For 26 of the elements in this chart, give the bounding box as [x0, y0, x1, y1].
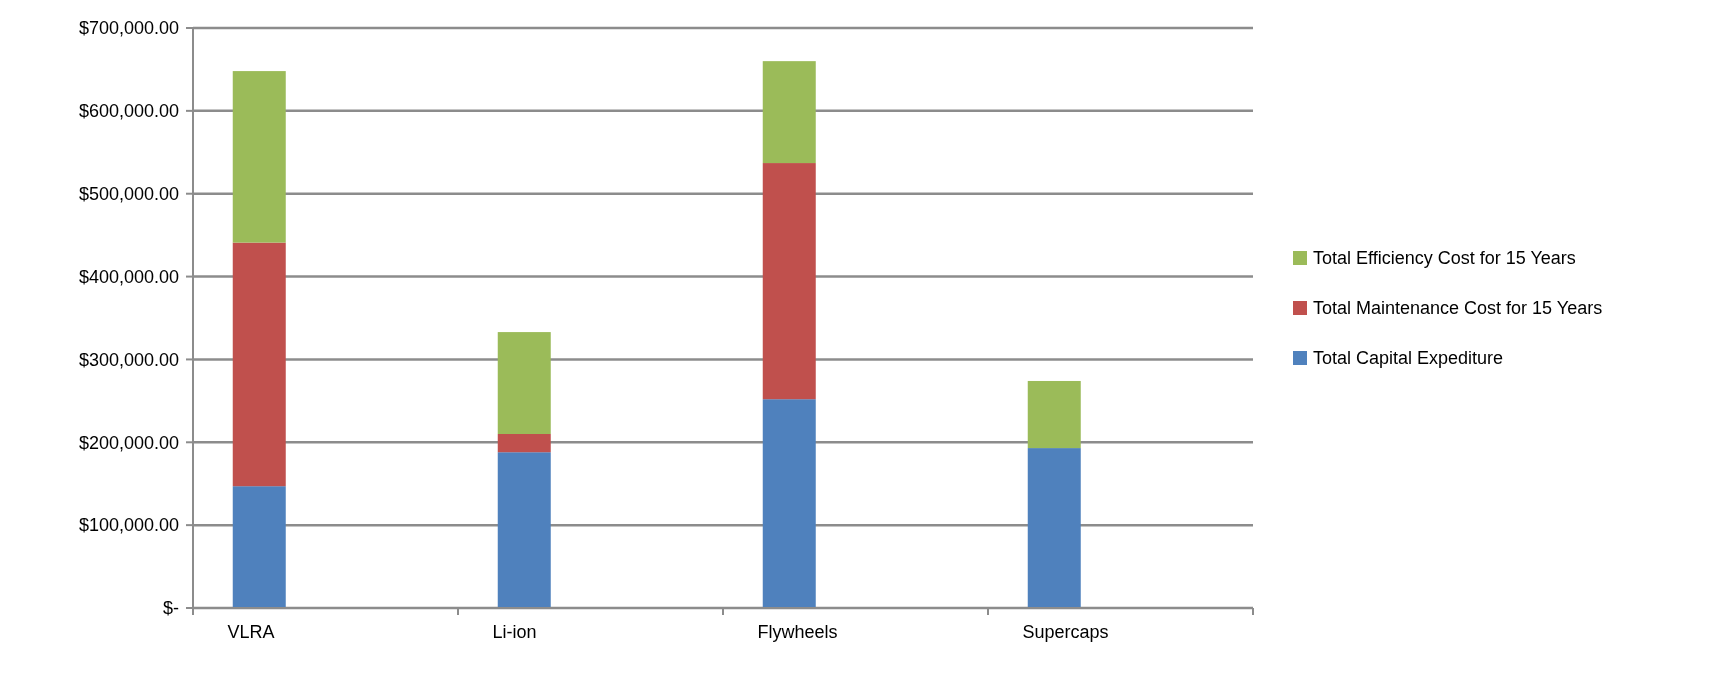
bar: [762, 163, 816, 400]
y-tick-label: $700,000.00: [78, 18, 179, 39]
legend-label: Total Maintenance Cost for 15 Years: [1313, 298, 1603, 319]
y-tick-label: $300,000.00: [78, 349, 179, 370]
x-tick-label: Flywheels: [757, 622, 838, 642]
x-tick-label: VLRA: [227, 622, 275, 642]
y-tick-label: $500,000.00: [78, 184, 179, 205]
bar: [497, 434, 551, 453]
legend-label: Total Efficiency Cost for 15 Years: [1313, 248, 1576, 269]
bar: [497, 452, 551, 608]
bar: [232, 486, 286, 608]
legend-label: Total Capital Expediture: [1313, 348, 1504, 369]
y-tick-label: $600,000.00: [78, 101, 179, 122]
bar: [232, 71, 286, 243]
y-tick-label: $200,000.00: [78, 432, 179, 453]
x-tick-label: Supercaps: [1022, 622, 1109, 642]
x-tick-label: Li-ion: [492, 622, 537, 642]
bar: [762, 61, 816, 164]
y-tick-label: $400,000.00: [78, 266, 179, 287]
y-tick-label: $100,000.00: [78, 515, 179, 536]
bar: [1027, 448, 1081, 608]
bar: [232, 242, 286, 487]
bar: [497, 332, 551, 434]
y-tick-label: $-: [162, 598, 179, 619]
bar: [762, 399, 816, 608]
bar: [1027, 380, 1081, 449]
